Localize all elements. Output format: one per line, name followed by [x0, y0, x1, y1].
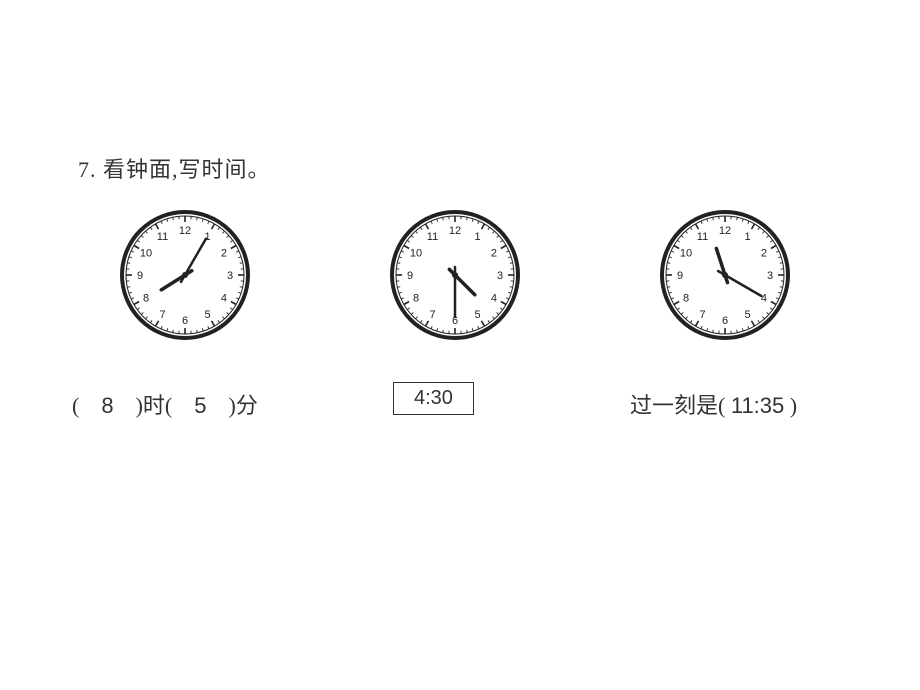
answer-1-hour: 8 [101, 393, 113, 419]
paren-close-icon: ) [784, 393, 797, 418]
svg-text:3: 3 [767, 270, 773, 282]
svg-text:4: 4 [221, 293, 227, 305]
svg-text:7: 7 [159, 309, 165, 321]
svg-text:8: 8 [413, 293, 419, 305]
svg-text:1: 1 [744, 231, 750, 243]
svg-text:9: 9 [677, 270, 683, 282]
paren-open-icon: ( [72, 393, 101, 418]
svg-text:8: 8 [683, 293, 689, 305]
answer-3: 过一刻是( 11:35 ) [630, 388, 797, 420]
svg-text:10: 10 [140, 248, 152, 260]
svg-text:12: 12 [179, 225, 191, 237]
svg-text:2: 2 [221, 248, 227, 260]
answer-1-min: 5 [194, 393, 206, 419]
clock-1: 121234567891011 [75, 210, 295, 340]
svg-text:5: 5 [204, 309, 210, 321]
svg-text:8: 8 [143, 293, 149, 305]
paren-close-icon: ) [114, 393, 143, 418]
answer-3-value: 11:35 [731, 393, 784, 419]
svg-text:3: 3 [497, 270, 503, 282]
svg-text:1: 1 [474, 231, 480, 243]
min-label: 分 [236, 393, 258, 418]
svg-text:2: 2 [761, 248, 767, 260]
answer-1: ( 8 )时( 5 )分 [72, 388, 258, 420]
svg-text:12: 12 [449, 225, 461, 237]
svg-text:4: 4 [491, 293, 497, 305]
question-prompt: 7. 看钟面,写时间。 [78, 152, 271, 184]
svg-text:7: 7 [699, 309, 705, 321]
worksheet-page: 7. 看钟面,写时间。 121234567891011 121234567891… [0, 0, 920, 690]
clock-2: 121234567891011 [345, 210, 565, 340]
svg-text:6: 6 [182, 315, 188, 327]
svg-text:6: 6 [722, 315, 728, 327]
svg-text:11: 11 [157, 231, 168, 243]
paren-open-icon: ( [718, 393, 731, 418]
svg-text:10: 10 [410, 248, 422, 260]
svg-text:11: 11 [427, 231, 438, 243]
svg-text:9: 9 [137, 270, 143, 282]
svg-text:9: 9 [407, 270, 413, 282]
clock-face-3: 121234567891011 [660, 210, 790, 340]
svg-text:5: 5 [474, 309, 480, 321]
clock-face-2: 121234567891011 [390, 210, 520, 340]
answer-2-box: 4:30 [393, 382, 474, 415]
question-body: 看钟面,写时间。 [103, 157, 271, 182]
svg-text:7: 7 [429, 309, 435, 321]
svg-text:2: 2 [491, 248, 497, 260]
paren-close-icon: ) [207, 393, 236, 418]
svg-text:12: 12 [719, 225, 731, 237]
question-number: 7. [78, 157, 97, 182]
hour-label: 时 [143, 393, 165, 418]
svg-text:10: 10 [680, 248, 692, 260]
paren-open-icon: ( [165, 393, 194, 418]
svg-text:5: 5 [744, 309, 750, 321]
svg-text:11: 11 [697, 231, 708, 243]
answer-2: 4:30 [393, 382, 474, 415]
svg-text:4: 4 [761, 293, 767, 305]
answer-3-prefix: 过一刻是 [630, 393, 718, 418]
clock-3: 121234567891011 [615, 210, 835, 340]
clock-face-1: 121234567891011 [120, 210, 250, 340]
svg-text:3: 3 [227, 270, 233, 282]
